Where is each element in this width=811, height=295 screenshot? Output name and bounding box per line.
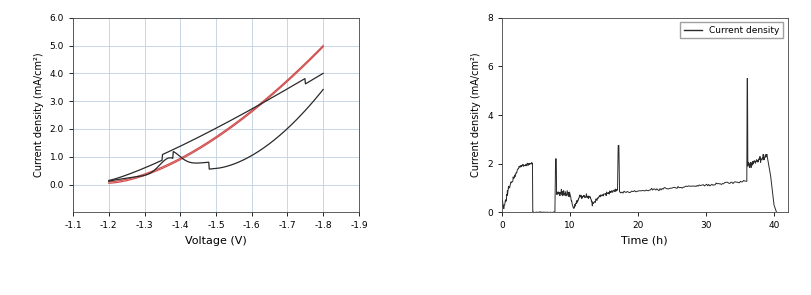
X-axis label: Time (h): Time (h) [620, 236, 667, 246]
X-axis label: Voltage (V): Voltage (V) [185, 236, 247, 246]
Y-axis label: Current density (mA/cm²): Current density (mA/cm²) [471, 53, 481, 177]
Y-axis label: Current density (mA/cm²): Current density (mA/cm²) [34, 53, 44, 177]
Legend: Current density: Current density [680, 22, 782, 38]
